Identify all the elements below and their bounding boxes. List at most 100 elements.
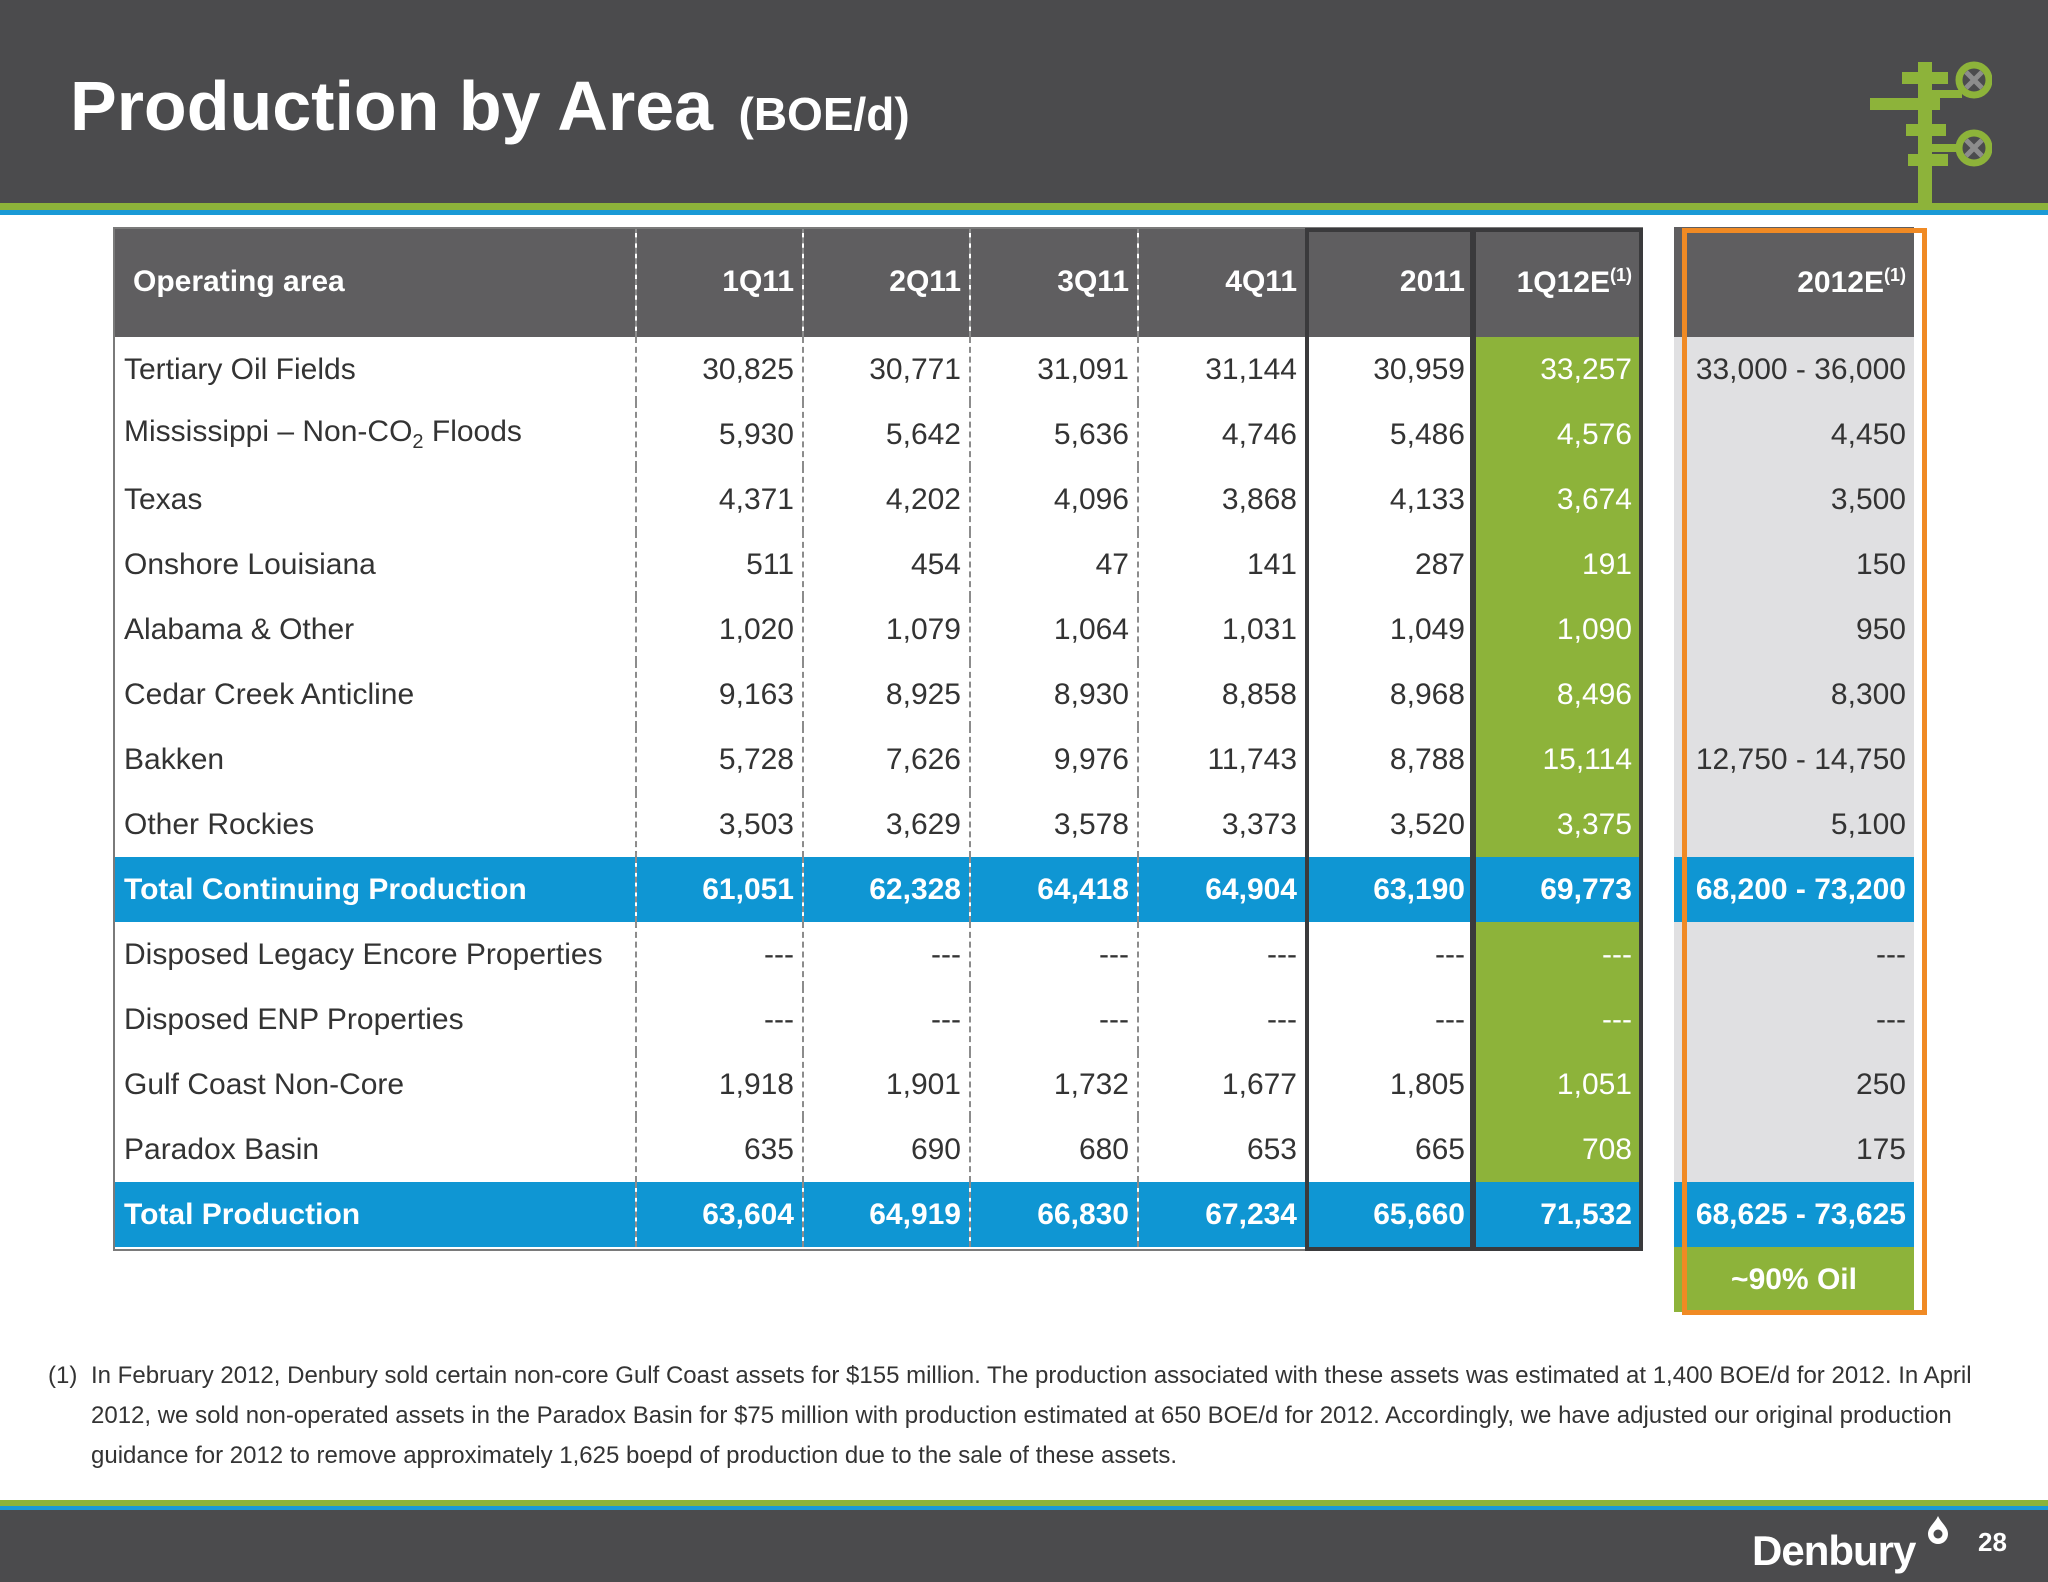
value-cell: --- (1473, 922, 1640, 987)
value-cell: 31,144 (1205, 352, 1297, 386)
table-header-row: Operating area 1Q11 2Q11 3Q11 4Q11 2011 … (113, 227, 1914, 337)
value-cell: 4,371 (636, 467, 804, 532)
column-gap (1640, 467, 1674, 532)
header-stripe-green (0, 203, 2048, 210)
value-cell: --- (803, 922, 971, 987)
value-cell: --- (1267, 937, 1297, 971)
column-gap (1640, 337, 1674, 402)
value-cell: 4,746 (1221, 417, 1297, 451)
column-gap (1640, 597, 1674, 662)
value-cell: 3,578 (970, 792, 1139, 857)
value-cell: 1,677 (1221, 1067, 1297, 1101)
area-label-suffix: Floods (423, 415, 522, 448)
value-cell: --- (1267, 1002, 1297, 1036)
value-cell: 62,328 (803, 857, 971, 922)
value-cell: 1,805 (1389, 1067, 1465, 1101)
wellhead-valve-icon (1870, 61, 1992, 204)
total-row: Total Continuing Production 61,051 62,328 6… (113, 857, 1914, 922)
value-cell: 1,732 (970, 1052, 1139, 1117)
operating-area-cell: Texas (113, 467, 637, 532)
table-row: Texas 4,371 4,202 4,096 3,868 4,133 3,674 3,500 (113, 467, 1914, 532)
empty-cell (636, 1247, 803, 1312)
table-row: Tertiary Oil Fields 30,825 30,771 31,091 31,… (113, 337, 1914, 402)
title-units: (BOE/d) (738, 88, 910, 140)
operating-area-cell: Other Rockies (113, 792, 637, 857)
value-cell: --- (970, 922, 1139, 987)
header-stripe-blue (0, 210, 2048, 215)
value-cell: 4,202 (803, 467, 971, 532)
value-cell: 5,100 (1674, 792, 1914, 857)
page-number: 28 (1978, 1527, 2007, 1557)
value-cell: 68,625 - 73,625 (1674, 1182, 1914, 1247)
value-cell: 8,300 (1674, 662, 1914, 727)
value-cell: 1,049 (1389, 612, 1465, 646)
value-cell: 30,825 (636, 337, 804, 402)
column-gap (1640, 857, 1674, 922)
value-cell: 653 (1246, 1132, 1297, 1166)
operating-area-cell: Cedar Creek Anticline (113, 662, 637, 727)
empty-cell (113, 1247, 636, 1312)
area-label: Texas (124, 482, 203, 516)
value-cell: 3,373 (1221, 807, 1297, 841)
value-cell: --- (1473, 987, 1640, 1052)
operating-area-cell: Disposed ENP Properties (113, 987, 637, 1052)
value-cell: 33,000 - 36,000 (1674, 337, 1914, 402)
empty-cell (1138, 1247, 1305, 1312)
footnote-number: (1) (48, 1362, 78, 1389)
area-label: Tertiary Oil Fields (124, 352, 356, 386)
value-cell: 511 (636, 532, 804, 597)
value-cell: 141 (1246, 547, 1297, 581)
column-header: 2Q11 (803, 227, 971, 337)
column-gap (1640, 532, 1674, 597)
value-cell: 63,604 (636, 1182, 804, 1247)
column-gap (1640, 402, 1674, 467)
table-row: Paradox Basin 635 690 680 653 665 708 175 (113, 1117, 1914, 1182)
column-header: Operating area (113, 227, 637, 337)
column-header: 2011 (1305, 227, 1473, 337)
value-cell: 950 (1674, 597, 1914, 662)
column-gap (1640, 1117, 1674, 1182)
column-header: 3Q11 (970, 227, 1139, 337)
value-cell: 9,976 (970, 727, 1139, 792)
value-cell: 287 (1414, 547, 1465, 581)
value-cell: 47 (970, 532, 1139, 597)
value-cell: 1,090 (1473, 597, 1640, 662)
operating-area-cell: Bakken (113, 727, 637, 792)
table-row: Mississippi – Non-CO2 Floods 5,930 5,642 5,… (113, 402, 1914, 467)
value-cell: 68,200 - 73,200 (1674, 857, 1914, 922)
value-cell: 3,500 (1674, 467, 1914, 532)
brand-logo: Denbury (1752, 1527, 1916, 1574)
empty-cell (803, 1247, 970, 1312)
value-cell: 665 (1414, 1132, 1465, 1166)
value-cell: 63,190 (1305, 857, 1473, 922)
empty-cell (970, 1247, 1138, 1312)
footer-stripe-blue (0, 1506, 2048, 1511)
value-cell: --- (1435, 937, 1465, 971)
area-label: Gulf Coast Non-Core (124, 1067, 405, 1101)
table-row: Other Rockies 3,503 3,629 3,578 3,373 3,520 3,… (113, 792, 1914, 857)
area-label: Alabama & Other (124, 612, 355, 646)
value-cell: 8,930 (970, 662, 1139, 727)
value-cell: 3,629 (803, 792, 971, 857)
table-row: Disposed ENP Properties --- --- --- --- --- --… (113, 987, 1914, 1052)
value-cell: 61,051 (636, 857, 804, 922)
page-title: Production by Area (BOE/d) (70, 66, 910, 154)
footnote-text: In February 2012, Denbury sold certain n… (91, 1362, 1972, 1469)
column-header-label: 2012E (1797, 265, 1884, 299)
value-cell: 31,091 (970, 337, 1139, 402)
oil-note-row: ~90% Oil (113, 1247, 1914, 1312)
operating-area-cell: Total Production (113, 1182, 637, 1247)
footnote: (1) In February 2012, Denbury sold certa… (48, 1356, 2008, 1476)
operating-area-cell: Paradox Basin (113, 1117, 637, 1182)
value-cell: 3,868 (1221, 482, 1297, 516)
area-label: Paradox Basin (124, 1132, 320, 1166)
table-row: Bakken 5,728 7,626 9,976 11,743 8,788 15,114 12… (113, 727, 1914, 792)
value-cell: 5,486 (1389, 417, 1465, 451)
value-cell: 1,020 (636, 597, 804, 662)
value-cell: 64,418 (970, 857, 1139, 922)
value-cell: --- (1674, 922, 1914, 987)
column-header: 4Q11 (1138, 227, 1305, 337)
value-cell: 680 (970, 1117, 1139, 1182)
value-cell: 8,496 (1473, 662, 1640, 727)
oil-percentage-note: ~90% Oil (1674, 1247, 1914, 1312)
